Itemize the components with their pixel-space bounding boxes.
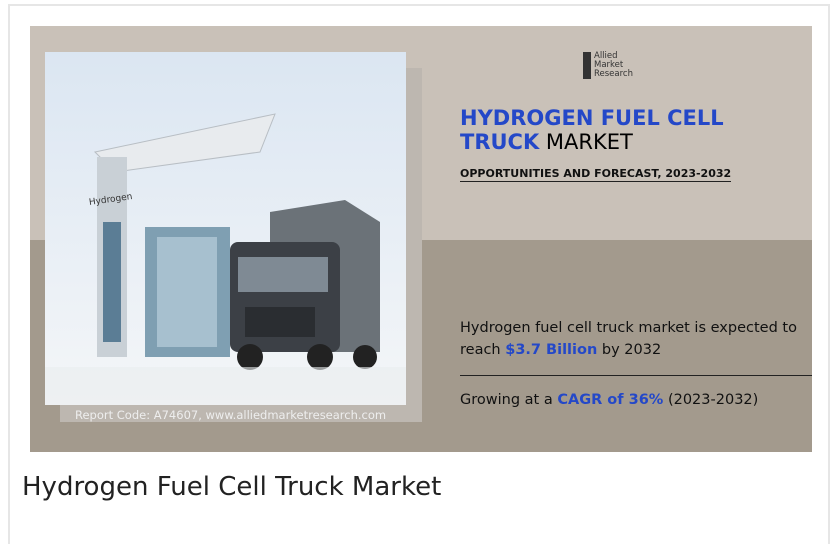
stat-text: Growing at a (460, 392, 553, 408)
photo: Hydrogen (45, 52, 406, 405)
stat-text: (2023-2032) (668, 392, 758, 408)
stat-text: by 2032 (602, 342, 661, 358)
truck-illustration: Hydrogen (45, 52, 406, 405)
logo: Allied Market Research (583, 52, 633, 79)
stat: Growing at a CAGR of 36% (2023-2032) (460, 392, 758, 408)
title: HYDROGEN FUEL CELL TRUCK MARKET (460, 106, 780, 154)
divider (460, 375, 812, 376)
title-rest: MARKET (546, 130, 633, 154)
stat-highlight: CAGR of 36% (557, 392, 663, 408)
stat-highlight: $3.7 Billion (505, 342, 597, 358)
page: Hydrogen Report Code: A74607, www.allied… (0, 0, 838, 544)
caption: Hydrogen Fuel Cell Truck Market (22, 472, 441, 502)
report-code: Report Code: A74607, www.alliedmarketres… (75, 408, 386, 422)
infographic: Hydrogen Report Code: A74607, www.allied… (30, 26, 812, 452)
stat: Hydrogen fuel cell truck market is expec… (460, 317, 805, 361)
logo-line: Research (594, 70, 633, 79)
subtitle: OPPORTUNITIES AND FORECAST, 2023-2032 (460, 167, 731, 182)
